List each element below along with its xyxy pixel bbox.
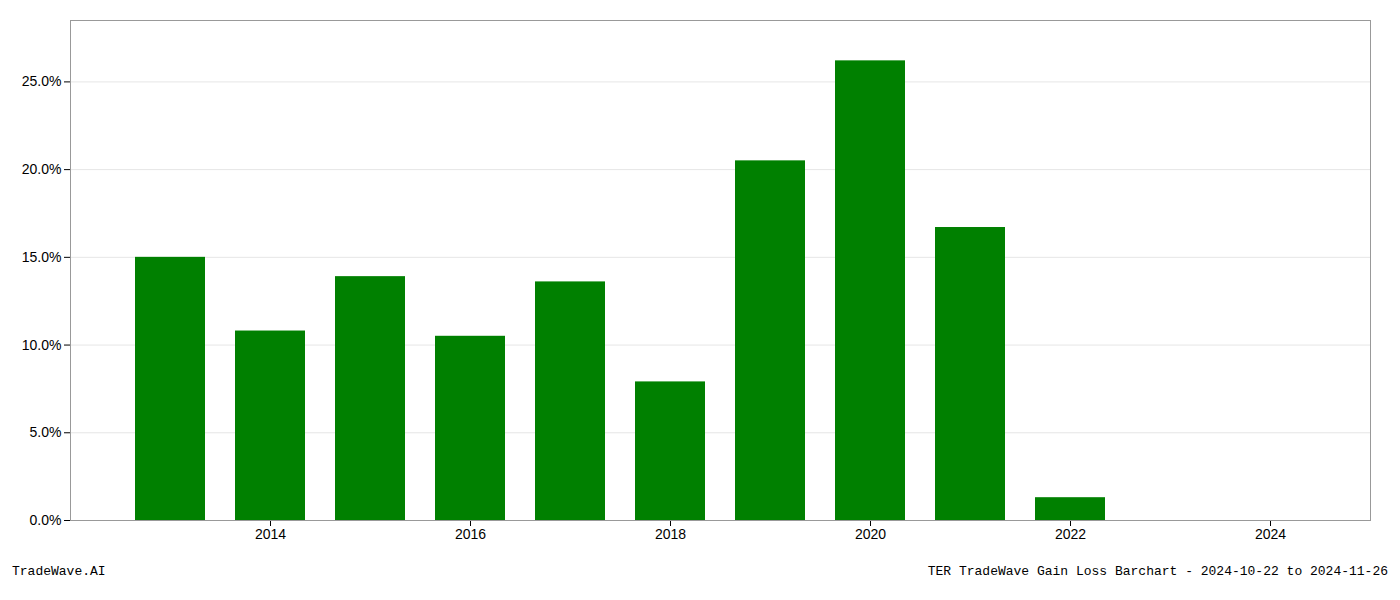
svg-text:2016: 2016: [455, 526, 486, 542]
svg-text:15.0%: 15.0%: [22, 249, 62, 265]
svg-text:2024: 2024: [1255, 526, 1286, 542]
svg-text:0.0%: 0.0%: [30, 512, 62, 528]
svg-text:2020: 2020: [855, 526, 886, 542]
svg-text:20.0%: 20.0%: [22, 161, 62, 177]
svg-text:5.0%: 5.0%: [30, 424, 62, 440]
svg-text:2014: 2014: [255, 526, 286, 542]
svg-text:25.0%: 25.0%: [22, 73, 62, 89]
html-text:TradeWave.AI: TradeWave.AI: [12, 564, 106, 579]
html-text:TER TradeWave Gain Loss Barcha: TER TradeWave Gain Loss Barchart - 2024-…: [927, 564, 1388, 579]
svg-text:10.0%: 10.0%: [22, 337, 62, 353]
svg-text:2022: 2022: [1055, 526, 1086, 542]
svg-text:2018: 2018: [655, 526, 686, 542]
